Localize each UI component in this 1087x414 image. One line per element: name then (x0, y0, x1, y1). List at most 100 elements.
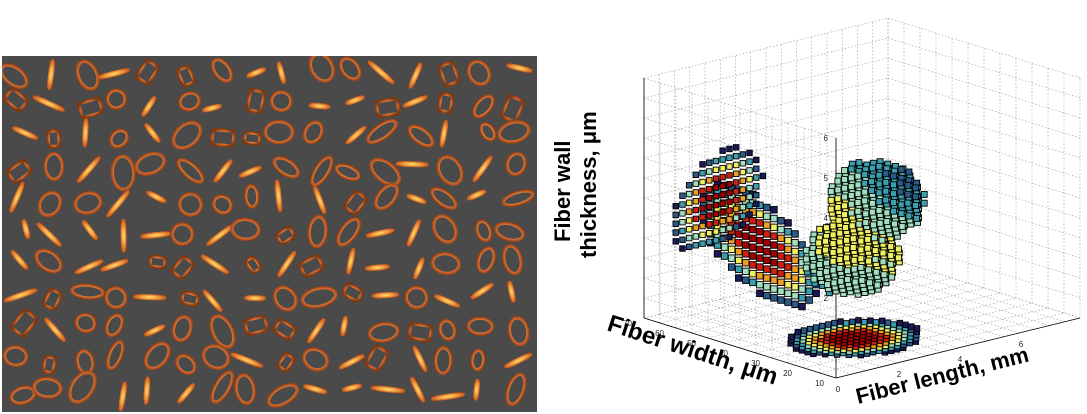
cloud-cell (841, 211, 849, 219)
cloud-cell (829, 222, 837, 230)
cloud-cell (834, 177, 842, 185)
wall-right-cell (739, 212, 747, 220)
wall-left-cell (812, 289, 820, 298)
fiber-cross-section (104, 313, 125, 338)
fiber-cross-section (32, 94, 65, 113)
y-tick-label: 40 (719, 349, 728, 358)
fiber-cross-section (146, 190, 167, 204)
wall-left-cell (791, 230, 799, 238)
fiber-cross-section (105, 339, 125, 371)
wall-left-cell (749, 252, 757, 260)
wall-right-cell (719, 226, 726, 234)
fiber-cross-section (178, 91, 202, 112)
cloud-cell (854, 199, 862, 206)
fiber-cross-section (409, 376, 426, 403)
wall-right-cell (699, 214, 706, 221)
cloud-cell (869, 221, 877, 229)
cloud-cell (878, 236, 886, 244)
fiber-cross-section (365, 227, 395, 239)
wall-right-cell (699, 205, 706, 212)
fiber-cross-section (134, 58, 161, 86)
wall-right-cell (699, 222, 706, 230)
wall-right-cell (726, 233, 733, 241)
fiber-cross-section (364, 263, 390, 272)
wall-left-cell (791, 300, 799, 309)
cloud-cell (835, 216, 843, 224)
cloud-cell (894, 254, 902, 262)
fiber-cross-section (338, 56, 362, 82)
wall-left-cell (727, 263, 736, 271)
cloud-cell (882, 170, 890, 178)
wall-left-cell (735, 247, 743, 256)
z-tick-label: 4 (824, 214, 829, 223)
fiber-cross-section (374, 96, 401, 119)
wall-right-cell (712, 184, 720, 191)
fiber-cross-section (67, 370, 97, 404)
fiber-cross-section (505, 372, 527, 407)
fiber-cross-section (365, 118, 399, 145)
fiber-cross-section (466, 316, 495, 337)
wall-right-cell (706, 159, 713, 166)
cloud-cell (890, 198, 897, 206)
cloud-cell (823, 281, 831, 289)
wall-left-cell (777, 278, 785, 287)
cloud-cell (843, 254, 851, 262)
fiber-cross-section (497, 119, 531, 144)
wall-left-cell (798, 294, 806, 302)
wall-right-cell (726, 207, 733, 214)
cloud-cell (913, 214, 921, 222)
wall-right-cell (746, 193, 753, 201)
wall-right-cell (746, 167, 753, 174)
wall-left-cell (770, 258, 778, 267)
fiber-cross-section (170, 222, 195, 247)
wall-left-cell (756, 236, 764, 245)
cloud-cell (879, 249, 887, 257)
wall-right-cell (726, 224, 733, 232)
fiber-cross-section (97, 67, 130, 81)
cloud-cell (822, 259, 830, 267)
fiber-cross-section (507, 316, 530, 347)
cloud-cell (837, 277, 845, 285)
wall-right-cell (746, 184, 753, 192)
fiber-cross-section (506, 62, 533, 74)
wall-left-cell (798, 241, 806, 249)
fiber-cross-section (367, 321, 400, 343)
floor-cell (855, 317, 862, 324)
cloud-cell (891, 220, 898, 228)
cloud-cell (882, 178, 890, 186)
fiber-cross-section (437, 318, 457, 342)
floor-cell (788, 333, 795, 341)
cloud-cell (854, 181, 862, 189)
z-tick-label: 6 (824, 134, 829, 143)
wall-right-cell (726, 163, 733, 170)
wall-left-cell (791, 239, 799, 247)
fiber-cross-section (364, 344, 390, 373)
wall-right-cell (753, 183, 760, 190)
wall-left-cell (784, 263, 792, 271)
cloud-cell (842, 224, 850, 231)
wall-left-cell (749, 261, 757, 269)
floor-cell (908, 323, 915, 330)
cloud-cell (810, 275, 818, 283)
cloud-cell (883, 218, 891, 226)
fiber-cross-section (45, 128, 62, 149)
wall-right-cell (726, 180, 733, 188)
fiber-cross-section (303, 383, 328, 395)
floor-cell (861, 318, 868, 326)
fiber-cross-section (46, 59, 56, 90)
fiber-cross-section (213, 159, 233, 183)
cloud-cell (865, 266, 873, 274)
wall-right-cell (712, 193, 720, 200)
wall-right-cell (706, 221, 713, 228)
wall-right-cell (706, 168, 713, 175)
wall-left-cell (791, 291, 799, 300)
wall-right-cell (739, 151, 747, 158)
wall-left-cell (763, 256, 771, 265)
cloud-cell (802, 246, 810, 254)
fiber-cross-section (143, 376, 151, 405)
wall-right-cell (753, 174, 760, 181)
fiber-cross-section (302, 347, 330, 372)
cloud-cell (816, 269, 824, 277)
fiber-cross-section (133, 293, 167, 301)
wall-left-cell (770, 294, 778, 302)
